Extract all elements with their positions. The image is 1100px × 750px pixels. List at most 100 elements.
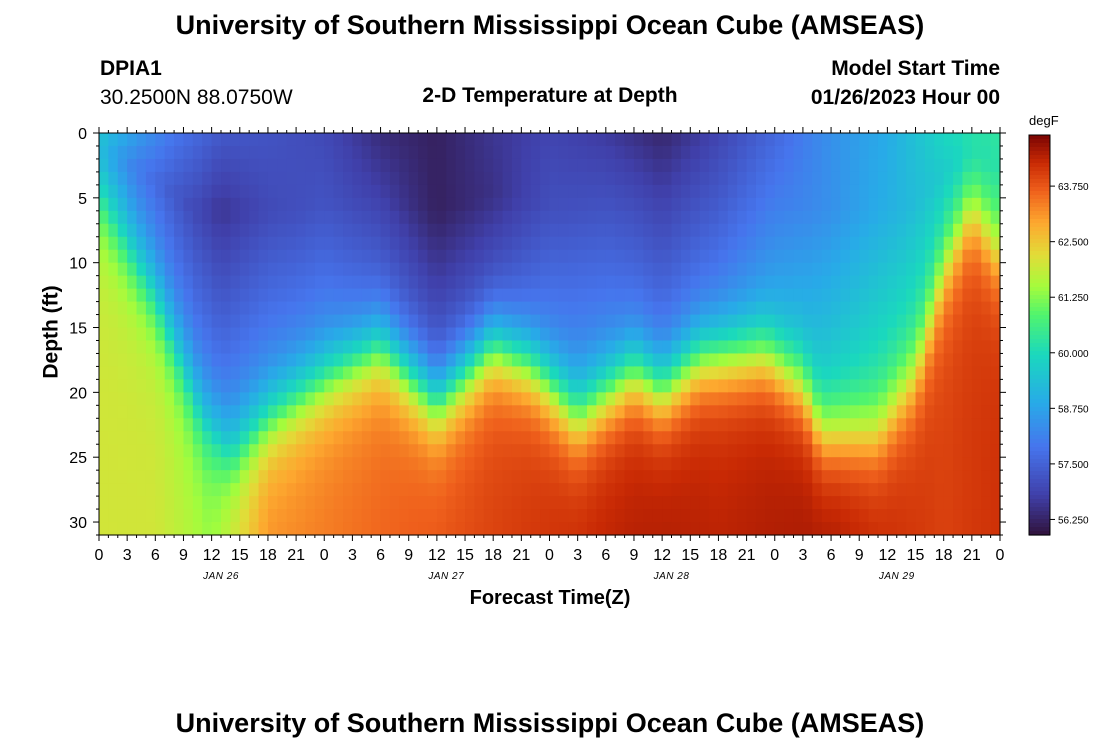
heatmap-cell — [981, 444, 992, 458]
heatmap-cell — [127, 197, 138, 212]
heatmap-cell — [615, 379, 626, 393]
heatmap-cell — [671, 353, 682, 368]
heatmap-cell — [371, 496, 382, 510]
heatmap-cell — [812, 197, 823, 212]
heatmap-cell — [502, 353, 513, 368]
heatmap-cell — [267, 158, 278, 173]
heatmap-cell — [821, 327, 832, 342]
heatmap-cell — [474, 133, 485, 147]
heatmap-cell — [249, 301, 260, 316]
colorbar-step — [1029, 247, 1050, 252]
heatmap-cell — [615, 301, 626, 316]
heatmap-cell — [474, 418, 485, 432]
heatmap-cell — [446, 405, 457, 419]
heatmap-cell — [633, 353, 644, 368]
heatmap-cell — [605, 275, 616, 290]
heatmap-cell — [840, 496, 851, 510]
heatmap-cell — [962, 353, 973, 368]
heatmap-cell — [831, 353, 842, 368]
heatmap-cell — [633, 483, 644, 497]
heatmap-cell — [230, 496, 241, 510]
heatmap-cell — [446, 133, 457, 147]
colorbar-step — [1029, 307, 1050, 312]
heatmap-cell — [784, 301, 795, 316]
heatmap-cell — [587, 158, 598, 173]
heatmap-cell — [812, 522, 823, 536]
colorbar-step — [1029, 427, 1050, 432]
heatmap-cell — [849, 509, 860, 523]
heatmap-cell — [887, 353, 898, 368]
heatmap-cell — [671, 444, 682, 458]
heatmap-cell — [324, 457, 335, 471]
heatmap-cell — [915, 249, 926, 264]
heatmap-cell — [727, 223, 738, 238]
heatmap-cell — [840, 249, 851, 264]
heatmap-cell — [887, 262, 898, 277]
heatmap-cell — [530, 405, 541, 419]
heatmap-cell — [896, 223, 907, 238]
heatmap-cell — [624, 184, 635, 199]
heatmap-cell — [324, 133, 335, 147]
heatmap-cell — [849, 353, 860, 368]
heatmap-cell — [155, 171, 166, 186]
heatmap-cell — [802, 158, 813, 173]
heatmap-cell — [267, 379, 278, 393]
heatmap-cell — [511, 340, 522, 355]
heatmap-cell — [577, 353, 588, 368]
heatmap-cell — [192, 340, 203, 355]
heatmap-cell — [164, 301, 175, 316]
heatmap-cell — [333, 314, 344, 329]
heatmap-cell — [483, 197, 494, 212]
heatmap-cell — [915, 392, 926, 406]
heatmap-cell — [746, 145, 757, 160]
heatmap-cell — [859, 522, 870, 536]
heatmap-cell — [962, 340, 973, 355]
heatmap-cell — [971, 522, 982, 536]
heatmap-cell — [258, 262, 269, 277]
heatmap-cell — [718, 184, 729, 199]
heatmap-cell — [427, 184, 438, 199]
heatmap-cell — [587, 184, 598, 199]
x-tick-label: 21 — [963, 547, 981, 564]
heatmap-cell — [774, 301, 785, 316]
heatmap-cell — [615, 392, 626, 406]
heatmap-cell — [483, 392, 494, 406]
heatmap-cell — [221, 496, 231, 510]
heatmap-cell — [924, 379, 935, 393]
heatmap-cell — [549, 340, 560, 355]
heatmap-cell — [371, 171, 382, 186]
heatmap-cell — [943, 457, 954, 471]
heatmap-cell — [605, 340, 616, 355]
heatmap-cell — [605, 405, 616, 419]
heatmap-cell — [596, 327, 607, 342]
heatmap-cell — [249, 184, 260, 199]
heatmap-cell — [990, 418, 1001, 432]
heatmap-cell — [361, 327, 372, 342]
heatmap-cell — [699, 288, 710, 303]
heatmap-cell — [840, 470, 851, 484]
heatmap-cell — [802, 171, 813, 186]
heatmap-cell — [399, 262, 410, 277]
heatmap-cell — [906, 288, 917, 303]
heatmap-cell — [812, 223, 823, 238]
heatmap-cell — [887, 405, 898, 419]
heatmap-cell — [680, 431, 691, 445]
colorbar-step — [1029, 439, 1050, 444]
heatmap-cell — [849, 340, 860, 355]
heatmap-cell — [455, 133, 466, 147]
heatmap-cell — [493, 496, 504, 510]
heatmap-cell — [483, 210, 494, 225]
heatmap-cell — [662, 288, 673, 303]
colorbar-step — [1029, 255, 1050, 260]
heatmap-cell — [633, 262, 644, 277]
heatmap-cell — [399, 457, 410, 471]
heatmap-cell — [924, 133, 935, 147]
heatmap-cell — [408, 392, 419, 406]
heatmap-cell — [145, 288, 156, 303]
heatmap-cell — [868, 470, 879, 484]
heatmap-cell — [211, 444, 222, 458]
heatmap-cell — [183, 327, 194, 342]
heatmap-cell — [371, 457, 382, 471]
heatmap-cell — [971, 405, 982, 419]
heatmap-cell — [934, 457, 945, 471]
